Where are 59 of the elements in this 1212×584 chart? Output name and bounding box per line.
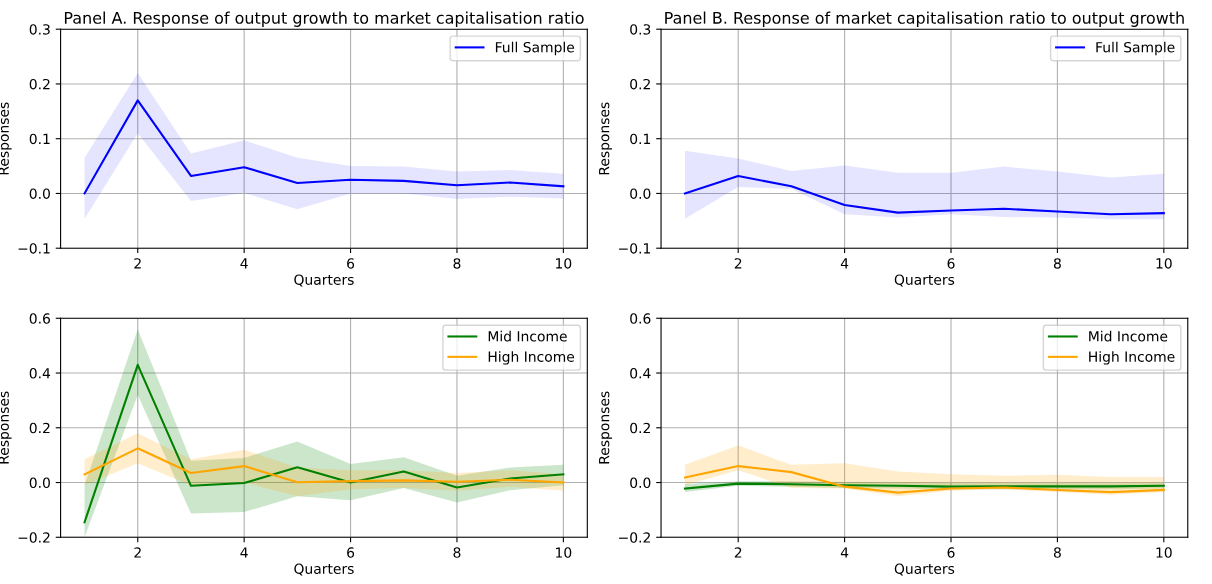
y-tick-label: 0.1 bbox=[630, 133, 651, 145]
y-axis-title: Responses bbox=[599, 391, 613, 464]
x-axis-title: Quarters bbox=[894, 274, 955, 287]
x-axis-title: Quarters bbox=[894, 563, 955, 576]
y-tick-label: 0.2 bbox=[630, 78, 650, 90]
legend-label: High Income bbox=[1089, 351, 1175, 365]
x-tick-label: 4 bbox=[840, 258, 849, 269]
y-tick-label: 0.2 bbox=[29, 422, 50, 434]
x-tick-label: 8 bbox=[453, 258, 461, 269]
y-tick-label: 0.1 bbox=[29, 133, 50, 145]
y-tick-label: −0.2 bbox=[619, 532, 650, 543]
y-tick-label: 0.4 bbox=[29, 368, 51, 379]
x-tick-label: 8 bbox=[1053, 258, 1061, 269]
line-series bbox=[83, 447, 565, 484]
x-axis-title: Quarters bbox=[294, 563, 354, 576]
y-tick-label: 0.2 bbox=[630, 422, 650, 434]
legend-label: Full Sample bbox=[495, 41, 575, 56]
x-tick-label: 4 bbox=[840, 547, 849, 558]
x-tick-label: 2 bbox=[134, 547, 141, 558]
y-tick-label: −0.1 bbox=[619, 243, 651, 254]
x-tick-label: 8 bbox=[1053, 547, 1061, 558]
line-series bbox=[83, 99, 565, 195]
x-tick-label: 10 bbox=[556, 547, 572, 558]
chart-title: Panel B. Response of market capitalisation ratio to output growth bbox=[665, 11, 1184, 27]
y-tick-label: 0.6 bbox=[630, 313, 651, 324]
x-tick-label: 2 bbox=[134, 258, 141, 269]
y-axis-title: Responses bbox=[599, 102, 613, 175]
y-tick-label: −0.1 bbox=[18, 243, 50, 254]
legend-label: Mid Income bbox=[488, 330, 567, 342]
legend-label: High Income bbox=[488, 351, 575, 365]
x-tick-label: 6 bbox=[347, 258, 355, 269]
x-tick-label: 8 bbox=[453, 547, 461, 558]
x-tick-label: 6 bbox=[947, 258, 955, 269]
y-tick-label: −0.2 bbox=[18, 532, 50, 543]
legend-label: Mid Income bbox=[1089, 330, 1168, 342]
y-tick-label: 0.0 bbox=[630, 188, 651, 199]
x-tick-label: 4 bbox=[240, 258, 248, 269]
line-series bbox=[683, 465, 1165, 494]
y-tick-label: 0.0 bbox=[630, 477, 651, 488]
x-tick-label: 4 bbox=[240, 547, 248, 558]
x-tick-label: 2 bbox=[734, 547, 742, 558]
y-tick-label: 0.4 bbox=[630, 368, 651, 379]
x-tick-label: 10 bbox=[556, 258, 572, 269]
line-series bbox=[683, 174, 1165, 216]
y-tick-label: 0.3 bbox=[630, 24, 651, 35]
legend-label: Full Sample bbox=[1096, 41, 1175, 56]
y-tick-label: 0.0 bbox=[29, 477, 50, 488]
y-tick-label: 0.2 bbox=[29, 78, 50, 90]
x-axis-title: Quarters bbox=[294, 274, 354, 287]
x-tick-label: 10 bbox=[1156, 258, 1172, 269]
y-tick-label: 0.3 bbox=[29, 24, 50, 35]
x-tick-label: 2 bbox=[734, 258, 742, 269]
chart-title: Panel A. Response of output growth to market capitalisation ratio bbox=[64, 11, 584, 27]
line-series bbox=[83, 363, 565, 524]
y-tick-label: 0.6 bbox=[29, 313, 50, 324]
y-tick-label: 0.0 bbox=[29, 188, 50, 199]
x-tick-label: 10 bbox=[1156, 547, 1172, 558]
x-tick-label: 6 bbox=[347, 547, 355, 558]
x-tick-label: 6 bbox=[947, 547, 955, 558]
